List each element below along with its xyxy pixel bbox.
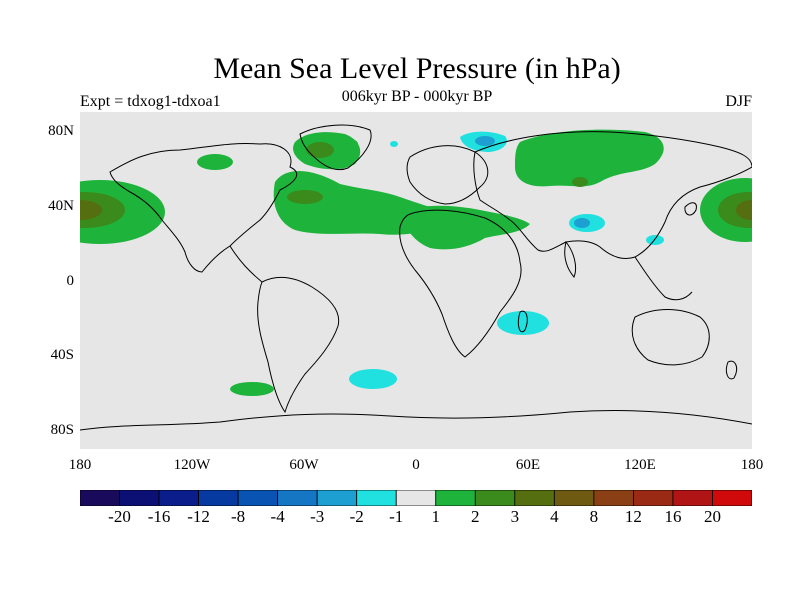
anomaly-siberia: [515, 129, 664, 187]
anomaly-arctic-small: [342, 139, 358, 149]
lon-label-120e: 120E: [624, 457, 656, 473]
anomaly-mediterranean: [400, 205, 530, 250]
anomaly-north-pacific-east-core: [718, 192, 752, 228]
positive-anomaly-regions: [80, 129, 752, 396]
colorbar-label: -4: [270, 507, 285, 526]
colorbar-swatch: [593, 490, 634, 506]
anomaly-north-pacific-west-peak: [80, 200, 102, 220]
coast-south-america: [257, 276, 340, 414]
colorbar-label: -12: [187, 507, 210, 526]
colorbar-swatch: [553, 490, 595, 506]
colorbar-swatch: [633, 490, 674, 506]
coast-australia: [631, 309, 710, 366]
coast-new-zealand: [725, 360, 738, 380]
colorbar-label: -1: [389, 507, 404, 526]
colorbar-swatch: [119, 490, 160, 506]
colorbar-label: -16: [147, 507, 171, 526]
colorbar-swatch: [712, 490, 752, 506]
colorbar-label: -3: [310, 507, 325, 526]
colorbar-swatch: [435, 490, 476, 506]
lon-label-180-east: 180: [740, 457, 764, 473]
colorbar-label: 1: [431, 507, 441, 526]
colorbar-swatch: [158, 490, 199, 506]
lon-label-60e: 60E: [515, 457, 541, 473]
coast-greenland: [299, 124, 372, 171]
colorbar-label: 20: [703, 507, 721, 526]
anomaly-canada: [197, 154, 233, 170]
colorbar-swatch: [80, 490, 120, 506]
anomaly-tibet-core: [574, 218, 590, 228]
coast-madagascar: [517, 310, 528, 333]
map-subtitle: 006kyr BP - 000kyr BP: [341, 88, 493, 105]
anomaly-south-atlantic: [230, 382, 274, 396]
anomaly-south-atlantic-low: [349, 369, 397, 389]
coast-africa: [399, 209, 522, 358]
colorbar-label: 8: [589, 507, 599, 526]
coast-asia: [473, 131, 752, 260]
lat-label-equator: 0: [66, 273, 75, 289]
colorbar-label: 4: [550, 507, 559, 526]
coast-southeast-asia: [634, 256, 693, 301]
coast-india: [564, 240, 577, 278]
experiment-label: Expt = tdxog1-tdxoa1: [80, 93, 221, 110]
lon-label-120w: 120W: [173, 457, 211, 473]
anomaly-north-atlantic-core: [287, 190, 323, 204]
coast-antarctica: [80, 410, 752, 431]
coast-north-america: [109, 143, 298, 273]
colorbar-swatch: [474, 490, 516, 506]
lon-label-0: 0: [412, 457, 420, 473]
coastlines: [80, 124, 752, 431]
anomaly-siberia-core: [572, 177, 588, 187]
colorbar-label: 2: [471, 507, 480, 526]
colorbar-swatch: [316, 490, 358, 506]
colorbar-label: 16: [664, 507, 682, 526]
anomaly-greenland-core: [306, 142, 334, 158]
lon-label-60w: 60W: [289, 457, 319, 473]
colorbar-swatch: [277, 490, 318, 506]
colorbar-swatch: [198, 490, 239, 506]
colorbar-swatch: [514, 490, 555, 506]
colorbar-label: -8: [231, 507, 246, 526]
anomaly-indian-ocean: [497, 311, 549, 335]
colorbar-label: -2: [349, 507, 364, 526]
season-label: DJF: [725, 93, 752, 110]
colorbar-label: -20: [108, 507, 131, 526]
anomaly-north-atlantic-small: [390, 141, 398, 147]
negative-anomaly-regions: [349, 131, 664, 389]
colorbar: [80, 490, 752, 506]
anomaly-barents-core: [475, 136, 495, 146]
coast-central-america: [229, 245, 263, 283]
lat-label-40s: 40S: [50, 347, 74, 363]
map-title: Mean Sea Level Pressure (in hPa): [213, 52, 621, 85]
anomaly-south-china: [646, 235, 664, 245]
colorbar-swatch: [356, 490, 397, 506]
colorbar-label: 3: [510, 507, 520, 526]
lon-label-180-west: 180: [68, 457, 92, 473]
colorbar-swatch: [237, 490, 279, 506]
pressure-map: [80, 112, 752, 449]
colorbar-swatch: [672, 490, 713, 506]
coast-europe: [406, 145, 489, 205]
lat-label-80n: 80N: [48, 123, 74, 139]
lat-label-40n: 40N: [48, 198, 74, 214]
lat-label-80s: 80S: [50, 422, 74, 438]
anomaly-north-pacific-east-peak: [736, 200, 752, 220]
coast-japan: [684, 202, 697, 216]
colorbar-swatch: [395, 490, 437, 506]
colorbar-label: 12: [624, 507, 642, 526]
anomaly-north-pacific-west-core: [80, 192, 125, 228]
